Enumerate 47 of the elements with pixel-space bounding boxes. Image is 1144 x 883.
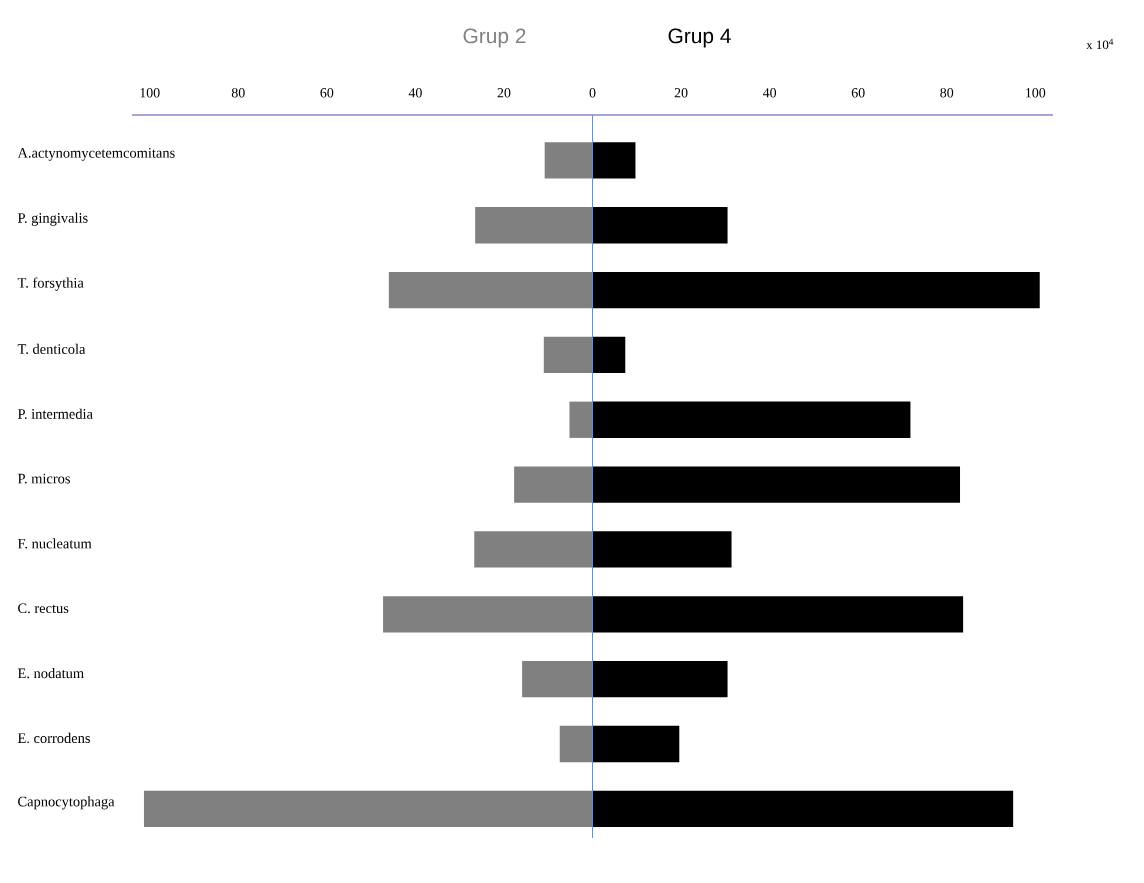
bar bbox=[474, 531, 593, 568]
text: Grup 2 bbox=[463, 28, 526, 48]
text: x 10$^{4}$ bbox=[1086, 38, 1114, 50]
bar bbox=[592, 401, 911, 438]
x-tick-label: 60 bbox=[851, 88, 865, 98]
x-tick-label: 80 bbox=[940, 88, 954, 98]
x-tick-label: 80 bbox=[231, 88, 245, 98]
bar bbox=[592, 660, 728, 698]
y-tick-label: E. corrodens bbox=[17, 732, 90, 744]
bar bbox=[592, 531, 732, 568]
x-tick-label: 100 bbox=[1026, 88, 1046, 98]
bar bbox=[543, 336, 593, 374]
y-tick-label: A.actynomycetemcomitans bbox=[17, 148, 175, 161]
bar bbox=[388, 271, 593, 309]
text: Grup 4 bbox=[668, 28, 731, 48]
y-tick-label: P. gingivalis bbox=[17, 212, 88, 226]
bar bbox=[475, 207, 593, 244]
y-tick-label: P. intermedia bbox=[17, 408, 93, 419]
x-tick-label: 20 bbox=[497, 88, 511, 98]
y-tick-label: T. forsythia bbox=[17, 277, 84, 291]
bar bbox=[592, 466, 961, 503]
x-tick-label: 0 bbox=[589, 88, 596, 98]
y-tick-label: Capnocytophaga bbox=[18, 796, 115, 810]
x-tick-label: 60 bbox=[320, 88, 334, 98]
y-tick-label: P. micros bbox=[17, 473, 70, 484]
bar bbox=[514, 466, 593, 503]
bar bbox=[592, 725, 680, 763]
bar bbox=[592, 142, 636, 179]
x-tick-label: 100 bbox=[140, 88, 160, 98]
y-tick-label: C. rectus bbox=[18, 603, 69, 614]
bar bbox=[559, 725, 593, 763]
y-tick-label: F. nucleatum bbox=[17, 538, 92, 549]
bar bbox=[592, 596, 964, 633]
x-tick-label: 20 bbox=[674, 88, 688, 98]
x-tick-label: 40 bbox=[762, 88, 777, 98]
x-tick-label: 40 bbox=[408, 88, 422, 98]
bar bbox=[143, 790, 593, 827]
bar bbox=[544, 142, 593, 179]
y-tick-label: E. nodatum bbox=[17, 668, 84, 679]
bar bbox=[592, 207, 728, 244]
bar bbox=[522, 660, 593, 698]
bar bbox=[592, 790, 1014, 827]
y-tick-label: T. denticola bbox=[17, 343, 86, 355]
bar bbox=[592, 336, 626, 374]
bar bbox=[592, 271, 1040, 309]
bar bbox=[383, 596, 593, 633]
bar bbox=[569, 401, 593, 438]
